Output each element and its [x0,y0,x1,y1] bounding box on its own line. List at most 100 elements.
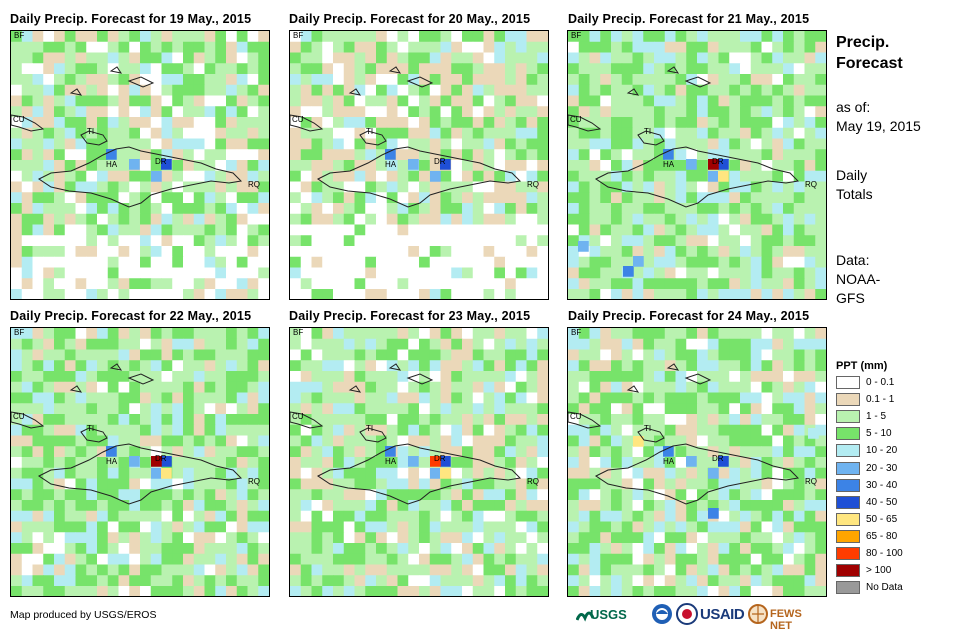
precip-cell [472,224,484,236]
precip-cell [462,256,474,268]
precip-cell [664,564,676,576]
precip-cell [311,338,323,350]
precip-cell [654,289,666,299]
precip-cell [386,117,398,129]
precip-cell [97,586,109,596]
precip-cell [21,224,33,236]
precip-cell [621,553,633,565]
precip-cell [118,381,130,393]
precip-cell [43,181,55,193]
precip-cell [43,52,55,64]
coastline [359,427,387,443]
precip-cell [686,446,698,458]
precip-cell [654,575,666,587]
precip-cell [783,192,795,204]
precip-cell [43,160,55,172]
precip-cell [772,338,784,350]
precip-cell [11,235,23,247]
precip-cell [707,381,719,393]
precip-cell [32,106,44,118]
fews-logo: FEWS NET [748,600,826,632]
precip-cell [815,203,826,215]
precip-cell [397,256,409,268]
precip-cell [118,74,130,86]
precip-cell [718,360,730,372]
precip-cell [140,106,152,118]
map-label-bf: BF [571,31,582,40]
precip-cell [32,246,44,258]
precip-cell [343,52,355,64]
precip-cell [161,138,173,150]
precip-cell [578,500,590,512]
precip-cell [354,478,366,490]
precip-cell [226,586,238,596]
precip-cell [568,84,580,96]
precip-cell [140,543,152,555]
precip-cell [515,63,527,75]
precip-cell [462,371,474,383]
precip-cell [675,338,687,350]
precip-cell [365,267,377,279]
precip-cell [600,192,612,204]
precip-cell [97,170,109,182]
precip-cell [172,117,184,129]
panel-title-6: Daily Precip. Forecast for 24 May., 2015 [568,309,810,323]
precip-cell [86,381,98,393]
precip-cell [54,392,66,404]
precip-cell [654,532,666,544]
precip-cell [140,117,152,129]
precip-cell [729,149,741,161]
precip-cell [322,510,334,522]
precip-cell [258,510,269,522]
precip-cell [686,349,698,361]
precip-cell [408,289,420,299]
precip-cell [568,235,580,247]
precip-cell [750,478,762,490]
precip-cell [193,213,205,225]
precip-cell [150,403,162,415]
precip-cell [462,106,474,118]
precip-cell [172,63,184,75]
precip-cell [526,95,538,107]
precip-cell [537,403,548,415]
precip-cell [140,586,152,596]
precip-cell [505,414,517,426]
precip-cell [804,256,816,268]
precip-cell [343,224,355,236]
precip-cell [54,478,66,490]
precip-cell [686,478,698,490]
precip-cell [32,213,44,225]
precip-cell [215,41,227,53]
precip-cell [429,371,441,383]
precip-cell [664,424,676,436]
precip-cell [526,403,538,415]
precip-cell [505,381,517,393]
precip-cell [11,84,23,96]
precip-cell [451,457,463,469]
precip-cell [537,564,548,576]
precip-cell [247,224,259,236]
precip-cell [43,192,55,204]
precip-cell [204,74,216,86]
legend-label: 30 - 40 [866,479,898,491]
precip-cell [311,457,323,469]
precip-cell [343,278,355,290]
precip-cell [750,392,762,404]
precip-cell [419,446,431,458]
precip-cell [815,149,826,161]
precip-cell [483,84,495,96]
precip-cell [86,328,98,340]
precip-cell [215,63,227,75]
precip-cell [440,278,452,290]
precip-cell [686,213,698,225]
precip-cell [54,489,66,501]
precip-cell [86,371,98,383]
precip-cell [247,149,259,161]
precip-cell [397,586,409,596]
precip-cell [408,181,420,193]
precip-cell [643,424,655,436]
precip-cell [161,575,173,587]
precip-cell [686,500,698,512]
precip-cell [793,170,805,182]
precip-cell [247,170,259,182]
